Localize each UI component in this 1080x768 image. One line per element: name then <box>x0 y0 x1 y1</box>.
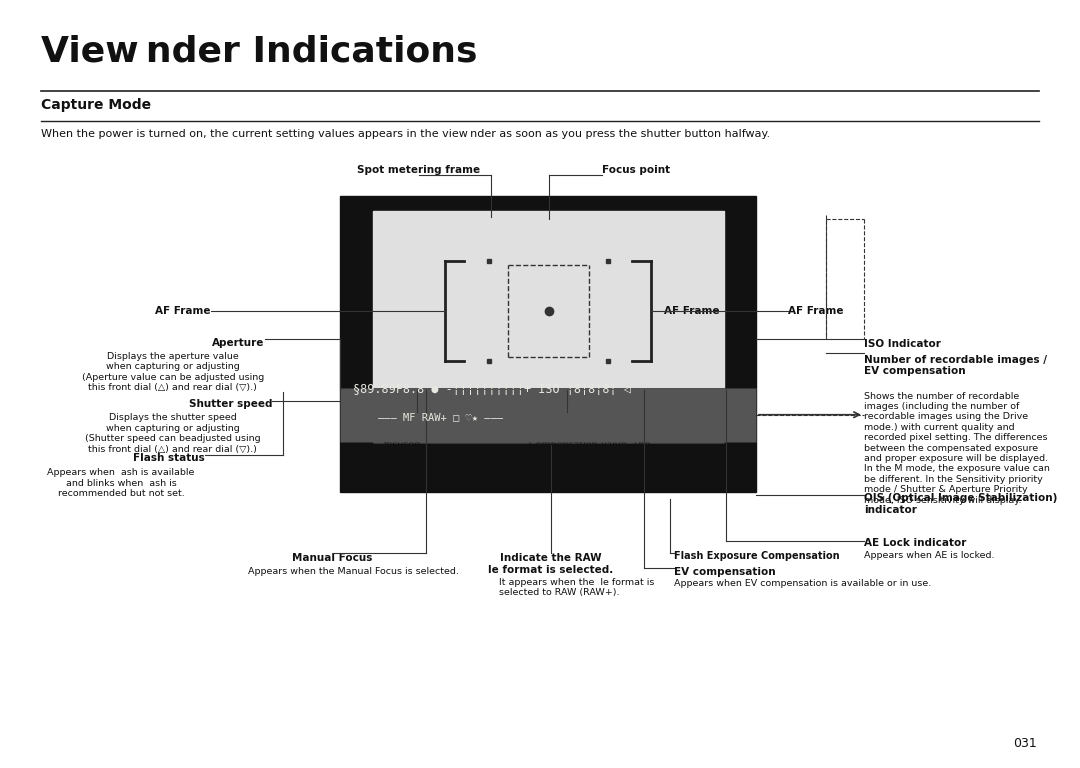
Text: AE Lock indicator: AE Lock indicator <box>864 538 967 548</box>
Text: Aperture: Aperture <box>213 338 265 348</box>
Text: AF Frame: AF Frame <box>788 306 843 316</box>
Text: EV compensation: EV compensation <box>674 567 775 577</box>
Text: View nder Indications: View nder Indications <box>41 35 477 68</box>
Text: Spot metering frame: Spot metering frame <box>357 165 481 175</box>
Text: AF Frame: AF Frame <box>664 306 719 316</box>
Bar <box>340 196 756 492</box>
Text: AF Frame: AF Frame <box>156 306 211 316</box>
Text: Exposure Bar: Exposure Bar <box>528 411 606 421</box>
Text: Appears when EV compensation is available or in use.: Appears when EV compensation is availabl… <box>674 579 931 588</box>
Bar <box>340 388 756 442</box>
Text: Number of recordable images /
EV compensation: Number of recordable images / EV compens… <box>864 355 1047 376</box>
Text: OIS (Optical Image Stabilization)
indicator: OIS (Optical Image Stabilization) indica… <box>864 493 1057 515</box>
Text: Displays the shutter speed
when capturing or adjusting
(Shutter speed can beadju: Displays the shutter speed when capturin… <box>85 413 260 453</box>
Text: Manual Focus: Manual Focus <box>293 553 373 563</box>
Text: Appears when the Manual Focus is selected.: Appears when the Manual Focus is selecte… <box>248 567 459 576</box>
Text: Capture Mode: Capture Mode <box>41 98 151 112</box>
Text: Shutter speed: Shutter speed <box>189 399 272 409</box>
Text: It appears when the  le format is
selected to RAW (RAW+).: It appears when the le format is selecte… <box>499 578 654 597</box>
Text: Flash status: Flash status <box>134 453 205 463</box>
Text: Shows the number of recordable
images (including the number of
recordable images: Shows the number of recordable images (i… <box>864 392 1050 505</box>
Bar <box>373 211 724 442</box>
Text: Displays the aperture value
when capturing or adjusting
(Aperture value can be a: Displays the aperture value when capturi… <box>82 352 264 392</box>
Text: Displays the Exposure
Compensation Value. The
differences between Current
Exposu: Displays the Exposure Compensation Value… <box>529 430 676 481</box>
Text: Indicate the RAW
le format is selected.: Indicate the RAW le format is selected. <box>488 553 613 574</box>
Text: Appears when image is
focused.: Appears when image is focused. <box>383 430 495 449</box>
Text: Focus point: Focus point <box>602 165 670 175</box>
Text: Focus indicator: Focus indicator <box>372 411 462 421</box>
Text: ——— MF RAW+ □ ♡★ ———: ——— MF RAW+ □ ♡★ ——— <box>378 412 503 422</box>
Text: Flash Exposure Compensation: Flash Exposure Compensation <box>674 551 839 561</box>
Text: Appears when AE is locked.: Appears when AE is locked. <box>864 551 995 561</box>
Text: When the power is turned on, the current setting values appears in the view nder: When the power is turned on, the current… <box>41 129 770 139</box>
Text: §89.89F8.8 ● -¦¦¦¦¦¦¦¦¦¦+ ISO ¦8¦8¦8¦ ◁: §89.89F8.8 ● -¦¦¦¦¦¦¦¦¦¦+ ISO ¦8¦8¦8¦ ◁ <box>353 383 631 396</box>
Text: 031: 031 <box>1013 737 1037 750</box>
Text: ISO Indicator: ISO Indicator <box>864 339 941 349</box>
Text: Appears when  ash is available
and blinks when  ash is
recommended but not set.: Appears when ash is available and blinks… <box>48 468 194 498</box>
